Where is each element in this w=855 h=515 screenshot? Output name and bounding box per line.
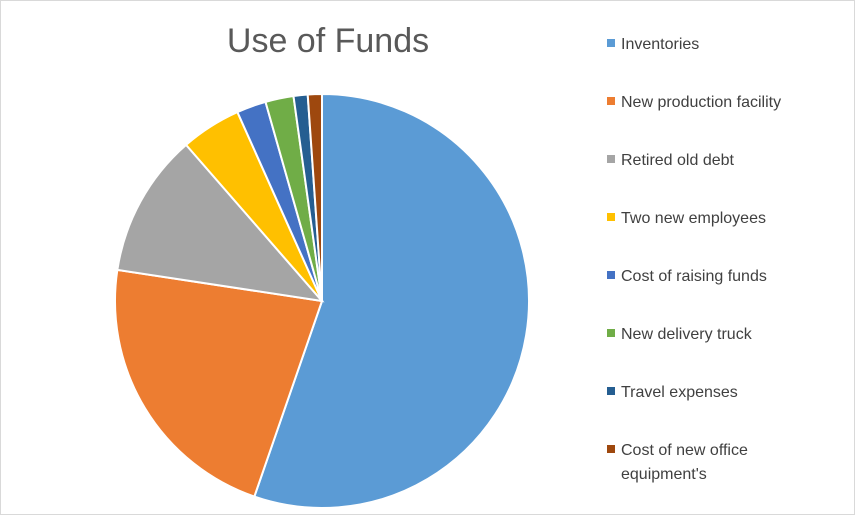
pie-slice xyxy=(116,143,325,303)
legend-swatch xyxy=(607,271,615,279)
legend-swatch xyxy=(607,329,615,337)
legend-item: Two new employees xyxy=(607,207,821,231)
pie-slice xyxy=(114,268,324,498)
legend-swatch xyxy=(607,387,615,395)
legend-item: Retired old debt xyxy=(607,149,821,173)
legend-label: Cost of new office equipment's xyxy=(621,442,748,483)
legend-label: Cost of raising funds xyxy=(621,268,767,285)
legend-item: Inventories xyxy=(607,33,821,57)
legend-item: Travel expenses xyxy=(607,381,821,405)
legend-label: Two new employees xyxy=(621,210,766,227)
legend-item: Cost of raising funds xyxy=(607,265,821,289)
legend-label: Inventories xyxy=(621,36,700,53)
legend-swatch xyxy=(607,39,615,47)
legend-swatch xyxy=(607,97,615,105)
pie-slice xyxy=(306,92,323,302)
legend-item: New delivery truck xyxy=(607,323,821,347)
legend-swatch xyxy=(607,445,615,453)
legend-label: Travel expenses xyxy=(621,384,738,401)
legend-swatch xyxy=(607,155,615,163)
chart-title: Use of Funds xyxy=(227,22,429,60)
legend-label: New production facility xyxy=(621,94,782,111)
legend-item: New production facility xyxy=(607,91,821,115)
legend-label: New delivery truck xyxy=(621,326,752,343)
legend-label: Retired old debt xyxy=(621,152,734,169)
legend-item: Cost of new office equipment's xyxy=(607,439,821,487)
legend-swatch xyxy=(607,213,615,221)
